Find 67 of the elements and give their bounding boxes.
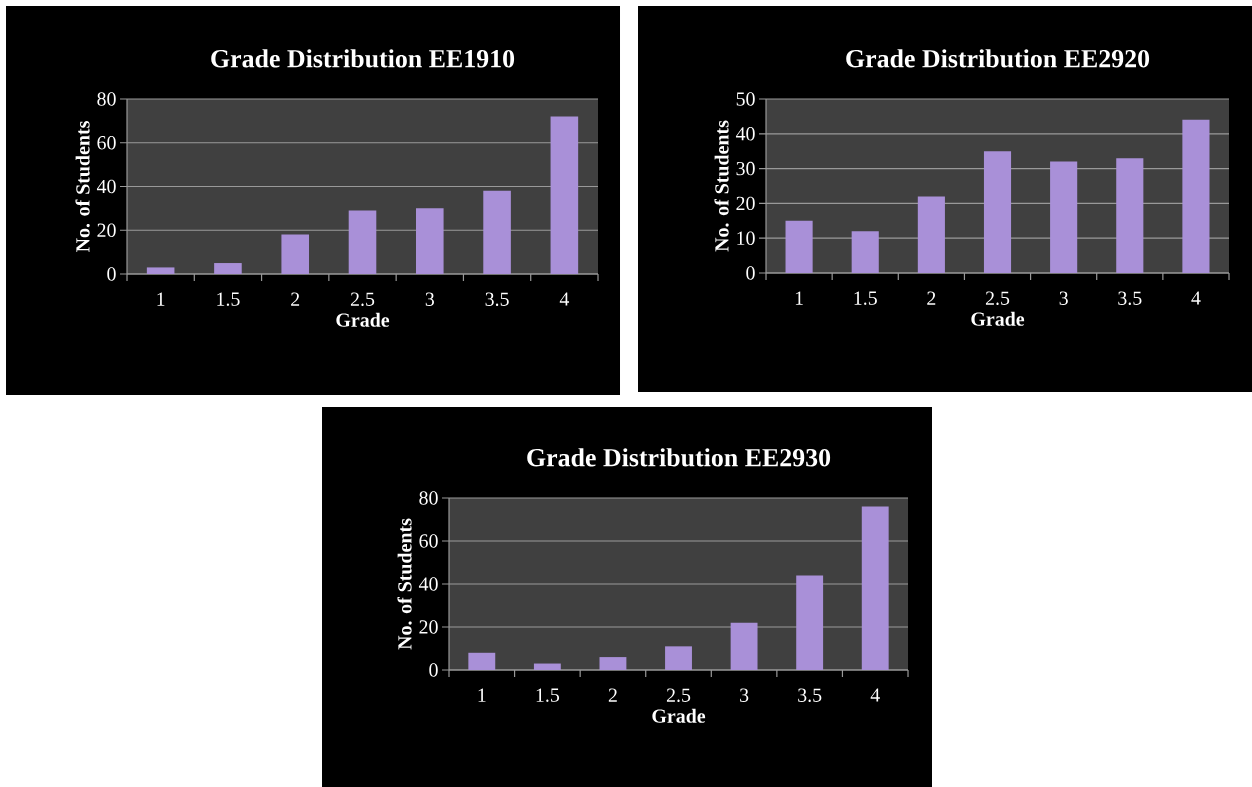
x-axis-title: Grade — [971, 311, 1025, 326]
y-tick-label: 80 — [419, 491, 438, 505]
x-axis-title: Grade — [336, 312, 390, 327]
y-tick-label: 10 — [737, 231, 755, 245]
bar — [214, 263, 242, 274]
y-tick-label: 20 — [419, 620, 438, 634]
bar — [1116, 158, 1144, 273]
x-tick-label: 4 — [870, 688, 880, 702]
y-tick-label: 20 — [736, 196, 755, 211]
bar — [785, 220, 813, 273]
x-axis-title: Grade — [652, 708, 706, 723]
bar — [861, 506, 889, 670]
bar — [533, 663, 561, 670]
y-tick-label: 40 — [735, 127, 755, 141]
x-tick-label: 4 — [559, 292, 570, 306]
bar — [665, 646, 692, 670]
y-tick-label: 50 — [736, 92, 755, 106]
x-tick-label: 3.5 — [485, 292, 509, 306]
bar — [483, 190, 511, 274]
bar — [1182, 119, 1210, 273]
y-tick-label: 0 — [429, 663, 438, 677]
x-tick-label: 3 — [1059, 291, 1068, 305]
bar — [468, 652, 496, 670]
y-axis-title: No. of Students — [397, 518, 412, 650]
y-tick-label: 30 — [736, 161, 755, 176]
y-tick-label: 0 — [746, 266, 755, 280]
x-tick-label: 2 — [927, 291, 936, 305]
chart-title: Grade Distribution EE1910 — [211, 49, 515, 68]
y-tick-label: 0 — [107, 267, 116, 281]
bar — [851, 231, 879, 273]
x-tick-label: 3.5 — [798, 688, 822, 702]
y-tick-label: 60 — [97, 136, 116, 150]
y-axis-title: No. of Students — [714, 120, 729, 252]
x-tick-label: 2 — [608, 688, 617, 702]
chart-title: Grade Distribution EE2920 — [846, 49, 1150, 68]
x-tick-label: 3.5 — [1118, 291, 1142, 305]
x-tick-label: 1 — [157, 292, 165, 306]
x-tick-label: 3 — [740, 688, 749, 702]
bar — [281, 234, 310, 274]
y-tick-label: 40 — [418, 577, 438, 591]
x-tick-label: 1 — [795, 291, 803, 305]
y-tick-label: 60 — [419, 534, 438, 548]
bar — [146, 267, 175, 274]
y-tick-label: 20 — [97, 223, 116, 237]
bar — [1050, 161, 1078, 273]
x-tick-label: 1.5 — [854, 291, 877, 305]
x-tick-label: 2.5 — [985, 291, 1010, 305]
bar — [416, 208, 444, 274]
y-tick-label: 80 — [97, 92, 116, 106]
x-tick-label: 2.5 — [350, 292, 375, 306]
x-tick-label: 2.5 — [666, 688, 691, 702]
bar — [550, 116, 579, 274]
bar — [348, 210, 377, 274]
bar — [917, 196, 945, 273]
bar — [730, 622, 758, 670]
chart-title: Grade Distribution EE2930 — [527, 448, 831, 467]
bar — [796, 575, 824, 670]
y-tick-label: 40 — [96, 179, 116, 194]
x-tick-label: 3 — [425, 292, 434, 306]
y-axis-title: No. of Students — [75, 121, 90, 252]
x-tick-label: 1 — [478, 688, 486, 702]
x-tick-label: 2 — [291, 292, 300, 306]
x-tick-label: 1.5 — [217, 292, 240, 306]
x-tick-label: 1.5 — [536, 688, 560, 702]
x-tick-label: 4 — [1191, 291, 1201, 305]
bar — [599, 657, 627, 670]
bar — [983, 151, 1012, 273]
